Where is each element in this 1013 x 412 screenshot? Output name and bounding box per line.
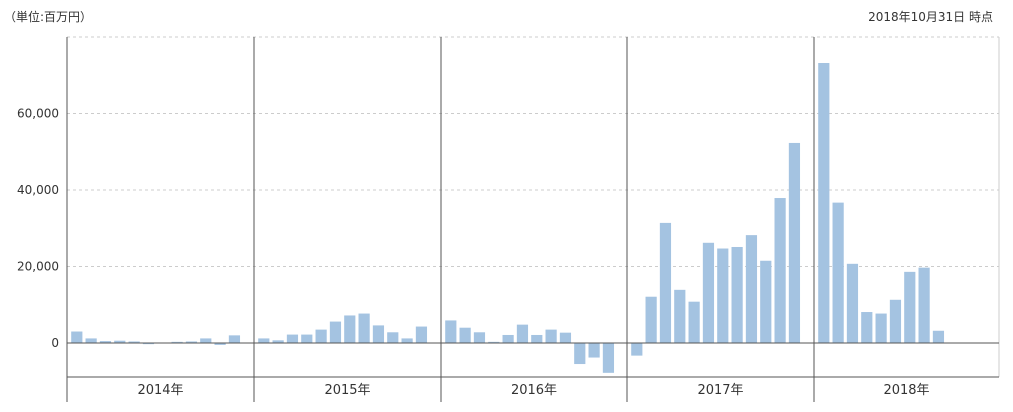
bar [286,334,299,343]
bar [114,340,126,343]
bar [674,289,686,343]
bar [846,263,859,343]
y-tick-label: 20,000 [17,260,59,274]
bar [387,332,399,343]
bar [774,198,786,343]
bar [85,338,97,343]
bar [731,246,743,343]
bar [185,341,198,343]
bar [516,324,529,343]
bar [502,334,514,343]
bar [788,142,801,343]
bar [574,343,586,365]
bar [602,343,615,373]
bar [473,332,486,343]
bar [99,341,112,343]
x-category-label: 2016年 [511,383,557,398]
bar [142,343,155,345]
bar [329,321,342,343]
bar [258,338,270,343]
bar [932,330,945,343]
bar [372,325,385,343]
bar [459,327,471,343]
bar [904,271,916,343]
bar [545,329,557,343]
bar [171,341,183,343]
axis-layer [66,37,1000,402]
bar [315,329,327,343]
bar [200,338,212,343]
y-tick-label: 40,000 [17,183,59,197]
label-layer: 0 20,000 40,000 60,000 2014年 2015年 2016年 2017年 2… [17,107,930,399]
bar [875,313,887,343]
unit-label: （単位:百万円） [4,10,93,24]
bar [214,343,226,345]
bar [717,248,729,343]
bar [832,202,844,343]
bar [71,331,83,343]
x-category-label: 2018年 [883,383,929,398]
bar [358,313,370,343]
bar [272,340,284,343]
bar [760,260,772,343]
x-category-label: 2014年 [137,383,183,398]
bar [645,296,657,343]
bar [861,312,873,343]
bar [228,335,241,343]
bar [445,320,457,343]
bar [918,267,930,343]
bar [488,341,500,343]
bar [688,301,700,343]
bar [588,343,600,358]
bar [631,343,643,356]
bar [818,63,830,343]
timestamp-label: 2018年10月31日 時点 [868,10,993,24]
bar [659,222,672,343]
bar [415,326,428,343]
bar [702,242,715,343]
grid-layer [67,36,999,267]
bar [128,341,140,343]
bar [559,332,572,343]
x-category-label: 2017年 [697,383,743,398]
bar [889,299,902,343]
bar-layer [71,63,945,373]
bar [401,338,413,343]
bar [301,334,313,343]
y-tick-label: 0 [51,336,59,350]
x-category-label: 2015年 [324,383,370,398]
y-tick-label: 60,000 [17,107,59,121]
bar [745,235,758,343]
bar [531,334,543,343]
bar [344,315,356,343]
